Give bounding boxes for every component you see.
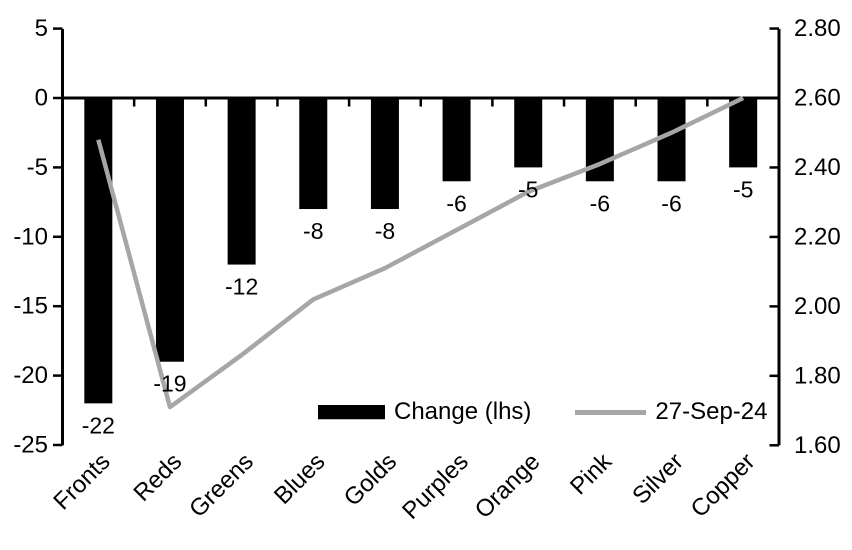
bar-value-label: -22: [82, 412, 115, 438]
category-label-copper: Copper: [686, 448, 761, 523]
bar-fronts: [84, 98, 113, 404]
bar-value-label: -12: [225, 274, 258, 300]
category-label-golds: Golds: [339, 448, 402, 511]
right-axis-tick-label: 2.60: [794, 85, 841, 112]
bar-value-label: -6: [590, 190, 610, 216]
bar-reds: [155, 98, 184, 362]
category-label-purples: Purples: [397, 448, 474, 525]
bar-orange: [514, 98, 543, 168]
legend-line-swatch: [575, 409, 647, 415]
right-axis-tick-label: 2.40: [794, 154, 841, 181]
series-line-27-sep-24: [96, 95, 745, 410]
category-label-reds: Reds: [129, 448, 188, 507]
bar-value-label: -8: [375, 218, 395, 244]
right-axis-tick-label: 2.20: [794, 223, 841, 250]
right-axis-tick-label: 2.80: [794, 15, 841, 42]
legend-label-change: Change (lhs): [394, 398, 532, 425]
right-axis-tick-label: 1.60: [794, 432, 841, 459]
legend-label-date: 27-Sep-24: [655, 398, 768, 425]
left-axis-tick-label: 0: [35, 85, 48, 112]
category-label-blues: Blues: [269, 448, 331, 510]
bar-value-label: -5: [518, 176, 538, 202]
bar-value-label: -6: [446, 190, 466, 216]
left-axis-tick-label: -20: [13, 362, 48, 389]
bar-golds: [370, 98, 399, 210]
category-label-pink: Pink: [565, 447, 618, 500]
category-label-silver: Silver: [627, 448, 689, 510]
right-axis-tick-label: 2.00: [794, 293, 841, 320]
bar-greens: [227, 98, 256, 265]
bar-value-label: -6: [661, 190, 681, 216]
left-axis-tick-label: -15: [13, 293, 48, 320]
left-axis-tick-label: -10: [13, 223, 48, 250]
chart-legend: Change (lhs) 27-Sep-24: [318, 398, 767, 426]
bar-value-label: -8: [303, 218, 323, 244]
category-label-orange: Orange: [470, 448, 546, 524]
left-axis-tick-label: 5: [35, 15, 48, 42]
bar-value-label: -5: [733, 176, 753, 202]
left-axis-tick-label: -5: [27, 154, 48, 181]
left-axis-tick-label: -25: [13, 432, 48, 459]
bar-purples: [442, 98, 471, 182]
bar-copper: [729, 98, 758, 168]
category-label-fronts: Fronts: [48, 448, 115, 515]
legend-bar-swatch: [318, 404, 385, 420]
bar-blues: [299, 98, 328, 210]
category-label-greens: Greens: [184, 448, 259, 523]
bar-silver: [657, 98, 686, 182]
bar-value-label: -19: [153, 371, 186, 397]
right-axis-tick-label: 1.80: [794, 362, 841, 389]
